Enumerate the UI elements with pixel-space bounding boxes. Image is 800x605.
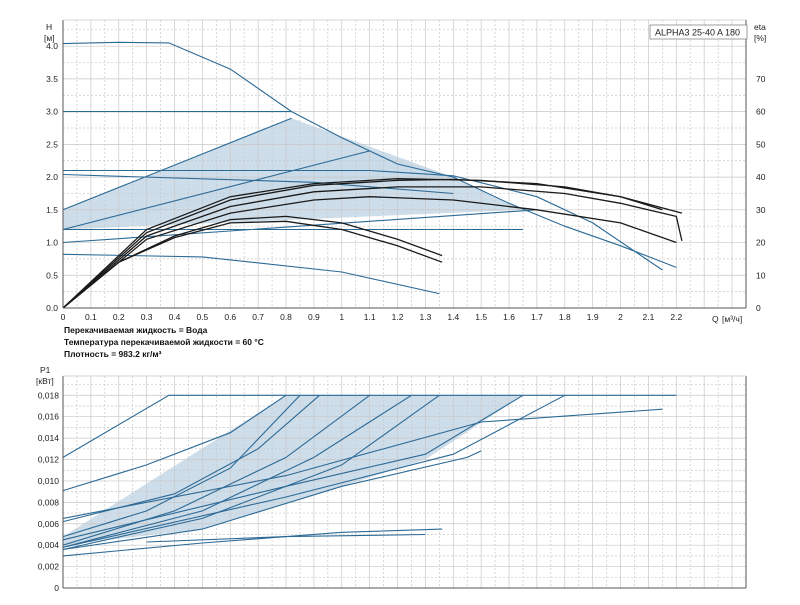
efficiency-curve [62,220,443,309]
flow-tick-label: 1.8 [559,312,571,322]
power-tick-label: 0,018 [38,390,60,400]
power-axis-label: P1 [40,365,51,375]
head-tick-label: 4.0 [46,41,58,51]
flow-tick-label: 1.2 [392,312,404,322]
head-tick-label: 0.0 [46,303,58,313]
flow-tick-label: 0.4 [169,312,181,322]
model-label-box [649,24,748,40]
flow-tick-label: 1.4 [447,312,459,322]
head-axis-unit: [м] [44,33,55,43]
flow-tick-label: 0.5 [196,312,208,322]
flow-tick-label: 1.9 [587,312,599,322]
power-curve [62,394,371,546]
flow-tick-label: 2.1 [643,312,655,322]
grid-layer [62,20,746,589]
power-curve [62,394,524,541]
labels-layer: ALPHA3 25-40 A 180 H [м] eta [%] Q [м³/ч… [36,22,766,593]
eta-axis-label: eta [754,22,766,32]
flow-tick-label: 0.9 [308,312,320,322]
power-curve [62,394,440,551]
flow-tick-label: 2 [618,312,623,322]
flow-axis-label: Q [712,314,719,324]
power-tick-label: 0,008 [38,497,60,507]
eta-tick-label: 30 [756,205,766,215]
flow-tick-label: 0.2 [113,312,125,322]
power-tick-label: 0,014 [38,433,60,443]
head-tick-label: 3.5 [46,74,58,84]
head-tick-label: 1.0 [46,238,58,248]
power-tick-label: 0,006 [38,519,60,529]
head-curve [62,117,292,211]
flow-tick-label: 0.7 [252,312,264,322]
power-tick-label: 0,012 [38,455,60,465]
flow-tick-label: 1.5 [475,312,487,322]
info-temperature: Температура перекачиваемой жидкости = 60… [64,337,264,347]
power-axis-unit: [кВт] [36,376,54,386]
flow-tick-label: 1.3 [419,312,431,322]
flow-tick-label: 0.8 [280,312,292,322]
head-tick-label: 2.0 [46,172,58,182]
eta-tick-label: 70 [756,74,766,84]
power-curve [62,394,566,548]
head-axis-label: H [46,22,52,32]
axes-layer [62,19,747,589]
power-tick-label: 0 [54,583,59,593]
efficiency-curve [62,196,677,309]
eta-tick-label: 50 [756,139,766,149]
flow-tick-label: 0 [61,312,66,322]
flow-tick-label: 1.1 [364,312,376,322]
eta-tick-label: 60 [756,107,766,117]
power-curve [62,408,663,519]
flow-tick-label: 0.6 [224,312,236,322]
efficiency-curve [62,186,683,309]
flow-tick-label: 0.1 [85,312,97,322]
head-curve [63,169,663,271]
power-curve [146,533,426,543]
head-tick-label: 1.5 [46,205,58,215]
curves-layer [62,41,683,557]
eta-tick-label: 20 [756,238,766,248]
power-curve [62,450,482,551]
info-fluid: Перекачиваемая жидкость = Вода [64,325,208,335]
flow-tick-label: 1 [339,312,344,322]
power-curve [62,394,287,492]
power-tick-label: 0,010 [38,476,60,486]
head-tick-label: 0.5 [46,270,58,280]
efficiency-curve [62,178,663,309]
flow-tick-label: 0.3 [141,312,153,322]
model-label: ALPHA3 25-40 A 180 [655,28,740,38]
head-curve [62,173,454,195]
flow-tick-label: 1.6 [503,312,515,322]
power-tick-label: 0,016 [38,412,60,422]
power-curve [62,394,412,548]
flow-tick-label: 1.7 [531,312,543,322]
eta-tick-label: 10 [756,270,766,280]
eta-axis-unit: [%] [754,33,766,43]
head-tick-label: 2.5 [46,139,58,149]
eta-tick-label: 40 [756,172,766,182]
head-curve [62,150,370,231]
flow-tick-label: 2.2 [670,312,682,322]
power-curve [62,394,301,538]
power-tick-label: 0,002 [38,562,60,572]
power-curve [62,394,677,458]
eta-tick-label: 0 [756,303,761,313]
info-density: Плотность = 983.2 кг/м³ [64,349,162,359]
power-tick-label: 0,004 [38,540,60,550]
head-tick-label: 3.0 [46,107,58,117]
flow-axis-unit: [м³/ч] [722,314,742,324]
